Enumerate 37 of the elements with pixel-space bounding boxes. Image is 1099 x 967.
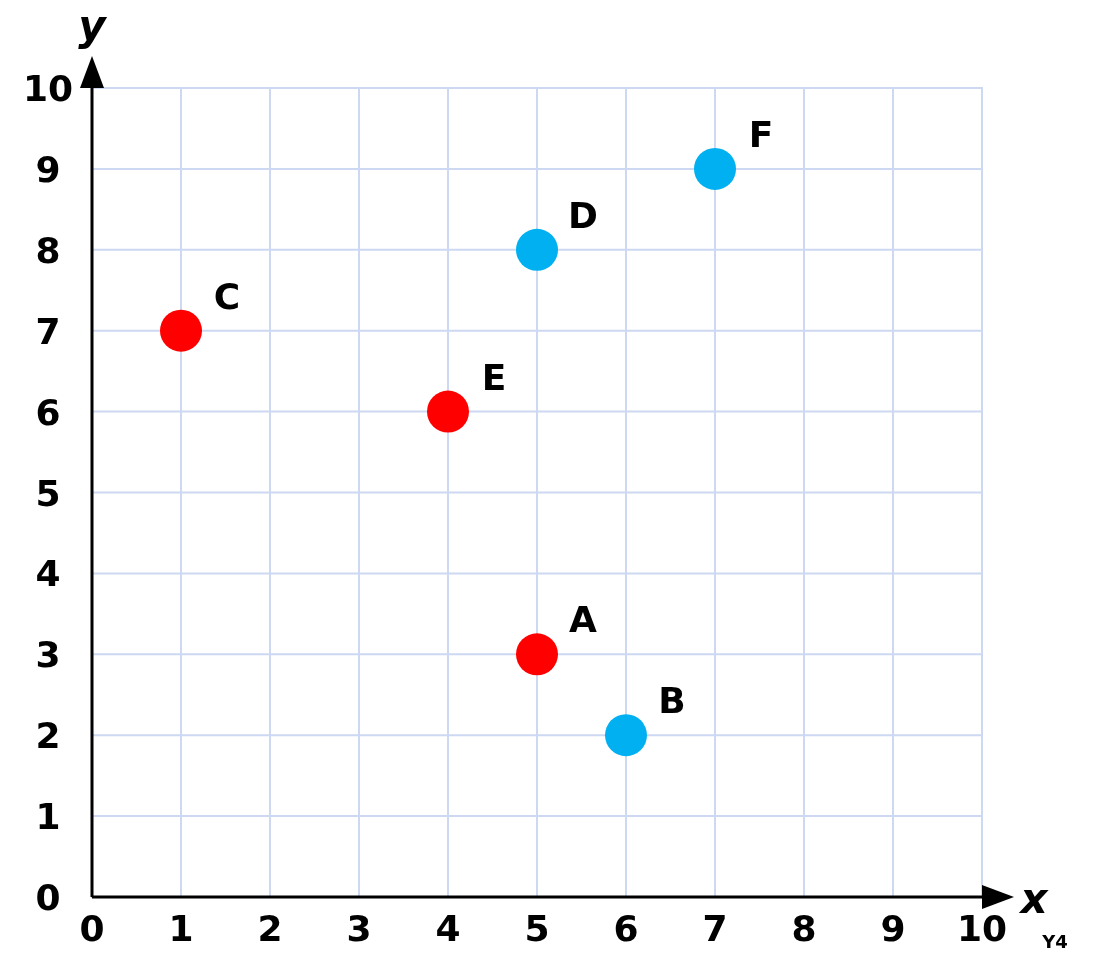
y-tick-label: 3	[35, 634, 61, 676]
y-tick-label: 9	[35, 148, 61, 190]
x-tick-label: 10	[956, 908, 1008, 949]
y-tick-label: 8	[35, 229, 61, 271]
x-tick-label: 9	[880, 908, 906, 949]
y-tick-label: 10	[22, 68, 74, 109]
x-axis-title: x	[1018, 874, 1050, 923]
point	[694, 147, 736, 190]
x-tick-label: 4	[435, 908, 461, 949]
y-tick-label: 4	[35, 553, 61, 595]
y-axis-title: y	[78, 1, 108, 50]
point	[160, 309, 202, 352]
point	[516, 228, 558, 271]
point	[605, 714, 647, 757]
x-tick-label: 0	[79, 908, 105, 949]
y-tick-label: 0	[35, 877, 61, 918]
y-tick-label: 1	[35, 796, 61, 838]
x-tick-label: 8	[791, 908, 817, 949]
annotation: F	[748, 113, 774, 155]
annotation: B	[658, 680, 686, 722]
x-tick-label: 7	[702, 908, 728, 949]
x-tick-label: 3	[346, 908, 372, 949]
point	[516, 633, 558, 676]
x-tick-label: 6	[613, 908, 639, 949]
y-tick-label: 6	[35, 391, 61, 433]
x-tick-label: 5	[524, 908, 550, 949]
annotation: C	[213, 275, 241, 317]
y-tick-label: 7	[35, 310, 61, 352]
text: Y4	[1041, 931, 1068, 952]
y-tick-label: 2	[35, 715, 61, 757]
annotation: E	[481, 356, 507, 398]
x-tick-label: 2	[257, 908, 283, 949]
x-tick-label: 1	[168, 908, 194, 949]
annotation: A	[569, 599, 598, 641]
y-tick-label: 5	[35, 472, 61, 514]
point	[427, 390, 469, 433]
annotation: D	[568, 194, 598, 236]
